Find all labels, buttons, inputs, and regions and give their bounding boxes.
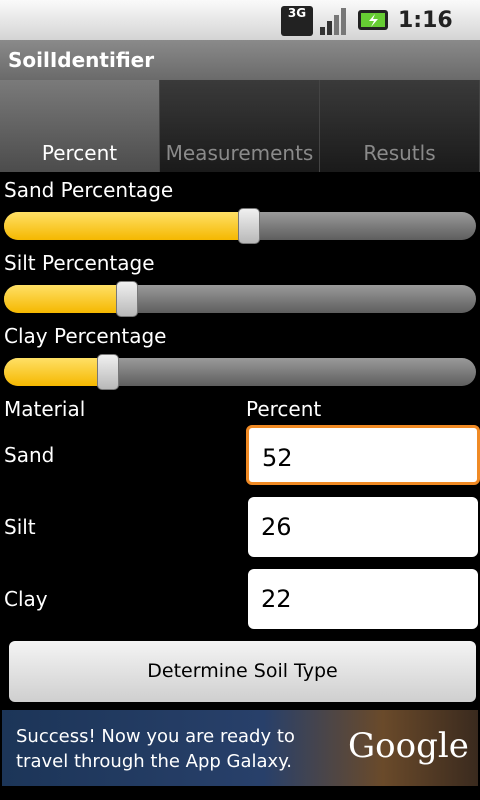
ad-banner[interactable]: Success! Now you are ready to travel thr…	[2, 710, 478, 786]
percent-field[interactable]: 22	[248, 569, 478, 629]
slider-label: Sand Percentage	[4, 178, 174, 202]
time: 1:16	[398, 8, 453, 33]
network-icon: 3G	[281, 6, 313, 36]
slider-fill	[4, 358, 108, 386]
slider-track[interactable]	[4, 285, 476, 313]
header-material: Material	[4, 397, 86, 421]
slider-thumb[interactable]	[96, 354, 119, 390]
slider-label: Clay Percentage	[4, 324, 167, 348]
battery-icon	[358, 10, 388, 30]
signal-icon	[320, 8, 346, 35]
slider-thumb[interactable]	[238, 208, 261, 244]
slider-label: Silt Percentage	[4, 251, 155, 275]
material-label: Silt	[4, 515, 36, 539]
tab[interactable]: Percent	[0, 80, 160, 172]
material-label: Sand	[4, 443, 55, 467]
status-bar: 3G 1:16 AM	[0, 0, 480, 56]
slider-track[interactable]	[4, 358, 476, 386]
slider-fill	[4, 212, 250, 240]
determine-button[interactable]: Determine Soil Type	[9, 641, 476, 702]
ad-brand: Google	[348, 726, 469, 766]
percent-field[interactable]: 26	[248, 497, 478, 557]
tab[interactable]: Measurements	[160, 80, 320, 172]
slider-fill	[4, 285, 127, 313]
app-title: SoilIdentifier	[8, 48, 155, 72]
tab[interactable]: Resutls	[320, 80, 480, 172]
percent-field[interactable]: 52	[246, 425, 480, 485]
ad-text: Success! Now you are ready to travel thr…	[16, 726, 295, 772]
slider-thumb[interactable]	[115, 281, 138, 317]
header-percent: Percent	[246, 397, 322, 421]
title-bar: SoilIdentifier	[0, 40, 480, 80]
material-label: Clay	[4, 587, 48, 611]
